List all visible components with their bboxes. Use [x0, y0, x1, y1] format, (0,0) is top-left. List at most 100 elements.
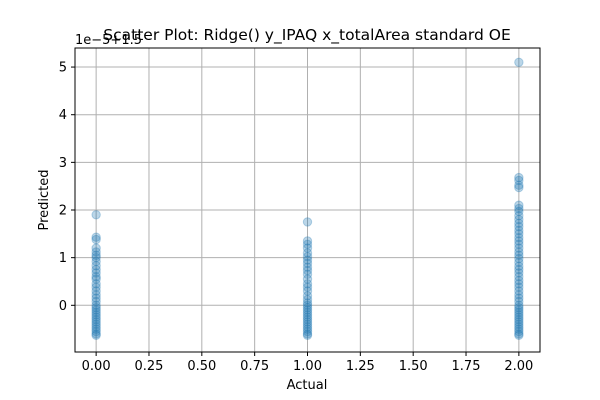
scatter-point: [302, 322, 313, 332]
scatter-point: [514, 310, 524, 320]
scatter-point: [302, 300, 313, 311]
scatter-point: [302, 243, 313, 253]
scatter-point: [514, 200, 524, 210]
scatter-point: [514, 330, 524, 341]
scatter-points: [91, 57, 524, 341]
y-tick-label: 1: [59, 251, 67, 266]
scatter-point: [91, 326, 101, 337]
scatter-point: [302, 258, 313, 269]
scatter-point: [514, 296, 524, 307]
scatter-point: [514, 268, 524, 278]
scatter-point: [91, 296, 101, 307]
scatter-point: [91, 330, 101, 341]
scatter-point: [514, 239, 524, 250]
scatter-point: [514, 221, 524, 232]
scatter-point: [514, 261, 524, 271]
scatter-point: [91, 272, 101, 282]
x-tick-label: 1.75: [452, 359, 481, 374]
scatter-point: [514, 172, 524, 183]
scatter-point: [91, 300, 101, 311]
scatter-point: [302, 317, 313, 327]
y-tick-label: 4: [59, 108, 67, 123]
scatter-point: [514, 236, 524, 246]
scatter-point: [514, 322, 524, 332]
scatter-point: [302, 326, 313, 337]
scatter-point: [514, 324, 524, 334]
scatter-point: [91, 250, 101, 260]
scatter-point: [91, 261, 101, 271]
x-tick-label: 0.25: [135, 359, 164, 374]
scatter-point: [302, 314, 313, 325]
x-axis-ticks: 0.00 0.25 0.50 0.75 1.00 1.25 1.50 1.75 2.00: [82, 352, 533, 374]
scatter-point: [302, 330, 313, 341]
scatter-point: [514, 312, 524, 322]
scatter-point: [302, 324, 313, 334]
scatter-point: [91, 232, 101, 242]
scatter-point: [514, 272, 524, 282]
scatter-point: [302, 217, 313, 227]
scatter-point: [91, 247, 101, 257]
scatter-point: [302, 307, 313, 318]
scatter-point: [514, 300, 524, 311]
scatter-point: [514, 319, 524, 330]
scatter-point: [302, 312, 313, 322]
x-tick-label: 1.50: [399, 359, 428, 374]
scatter-point: [91, 210, 101, 220]
scatter-point: [91, 307, 101, 318]
scatter-point: [514, 286, 524, 296]
scatter-point: [514, 182, 524, 193]
y-axis-label: Predicted: [37, 169, 52, 230]
scatter-point: [302, 291, 313, 301]
chart-title: Scatter Plot: Ridge() y_IPAQ x_totalArea…: [103, 26, 510, 45]
scatter-point: [91, 305, 101, 315]
scatter-point: [514, 302, 524, 313]
scatter-point: [514, 243, 524, 253]
scatter-point: [514, 293, 524, 303]
scatter-point: [302, 286, 313, 296]
scatter-point: [302, 252, 313, 262]
scatter-point: [302, 269, 313, 280]
y-tick-label: 2: [59, 204, 67, 219]
scatter-point: [302, 305, 313, 315]
scatter-point: [91, 279, 101, 289]
scatter-point: [91, 243, 101, 253]
scatter-point: [514, 307, 524, 318]
scatter-point: [514, 229, 524, 239]
y-tick-label: 5: [59, 61, 67, 76]
scatter-point: [91, 329, 101, 339]
scatter-point: [91, 286, 101, 296]
scatter-point: [302, 265, 313, 276]
scatter-point: [91, 314, 101, 325]
scatter-point: [91, 234, 101, 245]
scatter-point: [302, 274, 313, 284]
scatter-point: [91, 274, 101, 284]
scatter-point: [302, 319, 313, 330]
scatter-point: [91, 324, 101, 334]
x-tick-label: 0.00: [82, 359, 111, 374]
scatter-point: [514, 180, 524, 190]
scatter-point: [302, 279, 313, 289]
scatter-point: [91, 264, 101, 275]
scatter-point: [514, 206, 524, 217]
scatter-point: [91, 290, 101, 300]
scatter-point: [514, 218, 524, 229]
scatter-point: [302, 262, 313, 272]
scatter-point: [302, 329, 313, 339]
x-tick-label: 0.75: [240, 359, 269, 374]
scatter-point: [514, 232, 524, 243]
x-tick-label: 1.00: [293, 359, 322, 374]
scatter-point: [514, 203, 524, 214]
scatter-point: [91, 317, 101, 327]
scatter-point: [514, 250, 524, 260]
scatter-point: [514, 247, 524, 257]
scatter-point: [514, 282, 524, 292]
scatter-point: [514, 317, 524, 327]
x-axis-label: Actual: [287, 378, 328, 393]
grid: [75, 48, 540, 352]
scatter-point: [514, 326, 524, 337]
scatter-point: [302, 298, 313, 308]
scatter-point: [91, 293, 101, 303]
scatter-point: [514, 211, 524, 221]
